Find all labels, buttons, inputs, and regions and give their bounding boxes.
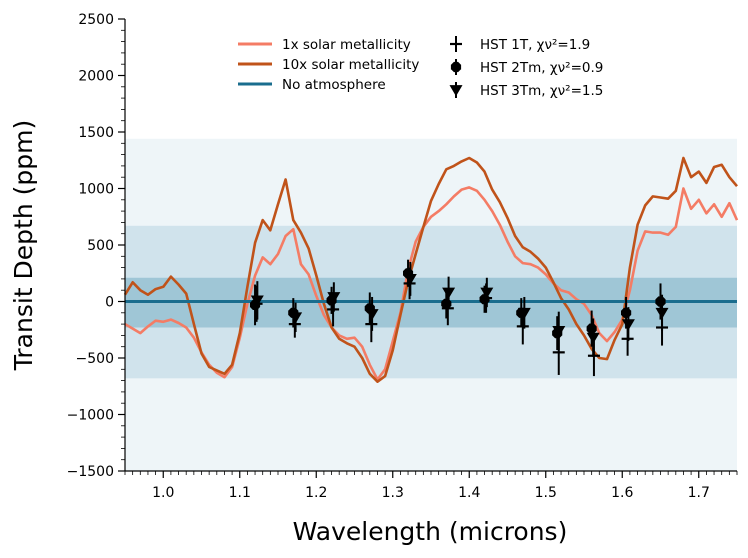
y-tick-label-5: 1000 (78, 182, 114, 198)
data-point-triangle-down-9 (586, 318, 600, 357)
y-tick-label-7: 2000 (78, 69, 114, 85)
marker-triangle-down-8 (552, 326, 566, 338)
marker-octagon-9 (586, 323, 597, 334)
data-point-triangle-down-3 (365, 296, 379, 331)
marker-triangle-down-9 (586, 332, 600, 344)
marker-octagon-11 (655, 296, 666, 307)
y-tick-label-4: 500 (87, 238, 114, 254)
x-axis-title: Wavelength (microns) (293, 517, 568, 546)
x-tick-label-5: 1.5 (535, 485, 557, 501)
legend-marker-plus (450, 36, 462, 52)
y-tick-label-1: −1000 (67, 408, 114, 424)
x-tick-label-3: 1.3 (382, 485, 404, 501)
marker-triangle-down-0 (250, 295, 264, 307)
marker-triangle-down-3 (365, 309, 379, 321)
y-tick-label-2: −500 (76, 351, 114, 367)
legend-label-hst-1: HST 2Tm, χν²=0.9 (480, 60, 603, 76)
data-point-triangle-down-8 (552, 311, 566, 351)
data-point-triangle-down-7 (517, 296, 531, 329)
data-point-triangle-down-11 (655, 294, 669, 331)
marker-octagon-5 (441, 298, 452, 309)
marker-triangle-down-4 (403, 274, 417, 286)
legend-label-hst-0: HST 1T, χν²=1.9 (480, 37, 590, 53)
legend-marker-octagon (450, 59, 462, 75)
legend-label-0: 1x solar metallicity (282, 37, 411, 53)
y-tick-label-3: 0 (105, 295, 114, 311)
y-tick-label-0: −1500 (67, 464, 114, 480)
data-point-triangle-down-6 (480, 277, 494, 308)
data-points-layer (250, 259, 669, 377)
legend-label-2: No atmosphere (282, 77, 386, 93)
series-line-10x-solar-metallicity (123, 156, 738, 384)
x-tick-label-4: 1.4 (458, 485, 480, 501)
y-tick-label-6: 1500 (78, 125, 114, 141)
data-point-triangle-down-0 (250, 281, 264, 320)
marker-triangle-down-11 (655, 307, 669, 319)
x-tick-label-6: 1.6 (611, 485, 633, 501)
marker-triangle-down-5 (442, 287, 456, 299)
data-point-triangle-down-2 (327, 282, 341, 312)
marker-octagon-10 (621, 307, 632, 318)
y-axis-title: Transit Depth (ppm) (9, 120, 38, 371)
background-bands (125, 138, 737, 471)
marker-triangle-down-7 (517, 307, 531, 319)
x-tick-label-1: 1.1 (229, 485, 251, 501)
legend-marker-shape-1 (450, 61, 462, 73)
x-tick-label-7: 1.7 (688, 485, 710, 501)
data-point-triangle-down-1 (289, 302, 303, 333)
legend-label-1: 10x solar metallicity (282, 57, 419, 73)
legend-marker-shape-2 (449, 85, 463, 97)
data-point-triangle-down-4 (403, 261, 417, 296)
legend-marker-triangle-down (449, 82, 463, 98)
legend-label-hst-2: HST 3Tm, χν²=1.5 (480, 83, 603, 99)
marker-triangle-down-2 (327, 292, 341, 304)
series-line-1x-solar-metallicity (124, 186, 739, 381)
series-layer (123, 156, 739, 384)
x-tick-label-0: 1.0 (152, 485, 174, 501)
marker-triangle-down-10 (621, 319, 635, 331)
marker-triangle-down-6 (480, 287, 494, 299)
data-point-triangle-down-10 (621, 307, 635, 342)
ticks: −1500 −1000 −500 0 500 1000 1500 2000 2500 1.0 1.1… (67, 12, 738, 501)
marker-triangle-down-1 (289, 312, 303, 324)
legend: 1x solar metallicity 10x solar metallicit… (238, 36, 603, 99)
y-tick-label-8: 2500 (78, 12, 114, 28)
x-tick-label-2: 1.2 (305, 485, 327, 501)
data-point-triangle-down-5 (442, 276, 456, 309)
